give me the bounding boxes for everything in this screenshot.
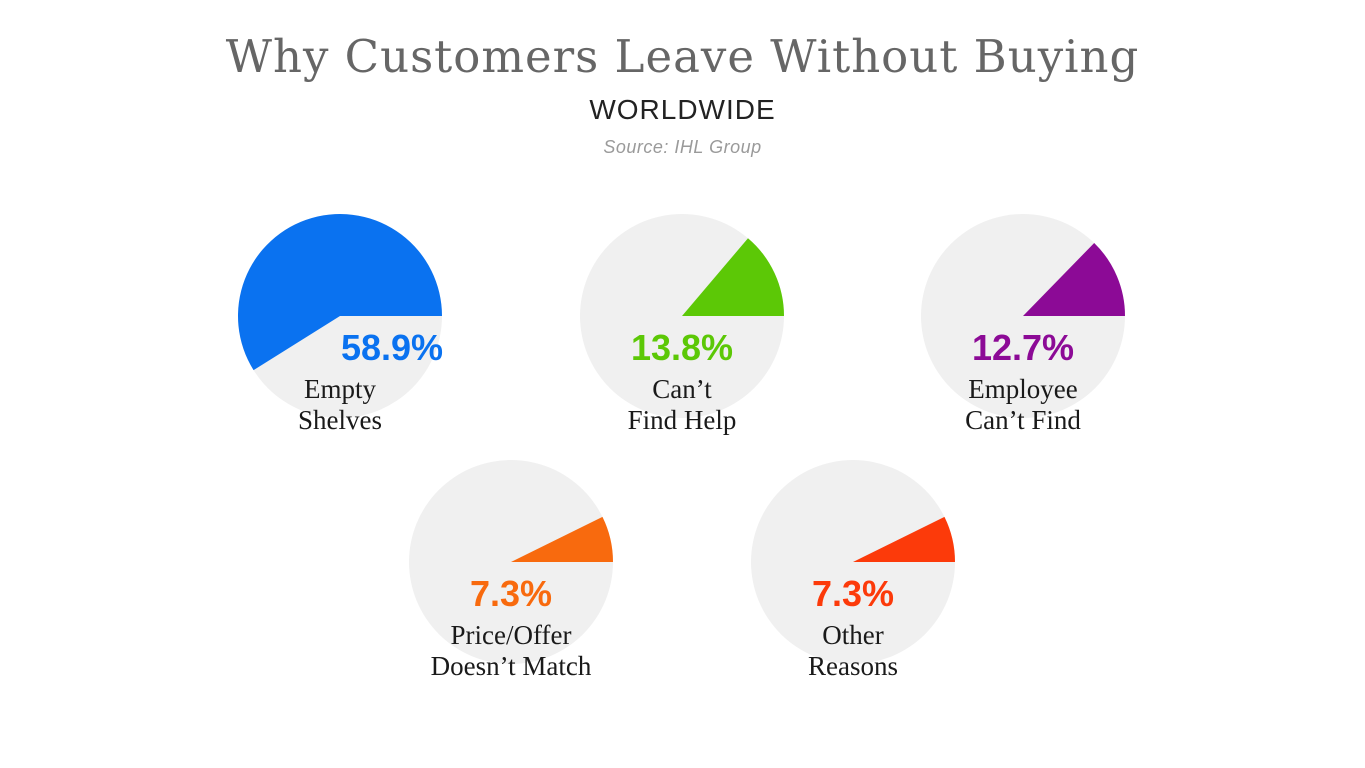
category-label: Doesn’t Match bbox=[431, 651, 592, 681]
pie-slice bbox=[853, 516, 955, 562]
value-label: 13.8% bbox=[631, 327, 733, 368]
category-label: Can’t Find bbox=[965, 405, 1081, 435]
chart-subtitle: WORLDWIDE bbox=[589, 94, 776, 125]
pie-slice bbox=[1023, 242, 1125, 316]
category-label: Shelves bbox=[298, 405, 382, 435]
category-label: Can’t bbox=[652, 374, 712, 404]
category-label: Price/Offer bbox=[451, 620, 572, 650]
category-label: Reasons bbox=[808, 651, 898, 681]
category-label: Find Help bbox=[628, 405, 737, 435]
value-label: 12.7% bbox=[972, 327, 1074, 368]
category-label: Empty bbox=[304, 374, 376, 404]
chart-source: Source: IHL Group bbox=[603, 137, 762, 157]
category-label: Employee bbox=[968, 374, 1077, 404]
value-label: 7.3% bbox=[470, 573, 552, 614]
pie-slice bbox=[238, 213, 442, 371]
pie-slice bbox=[511, 516, 613, 562]
chart-title: Why Customers Leave Without Buying bbox=[225, 30, 1140, 83]
category-label: Other bbox=[822, 620, 883, 650]
value-label: 58.9% bbox=[341, 327, 443, 368]
value-label: 7.3% bbox=[812, 573, 894, 614]
pie-slice bbox=[682, 238, 784, 316]
